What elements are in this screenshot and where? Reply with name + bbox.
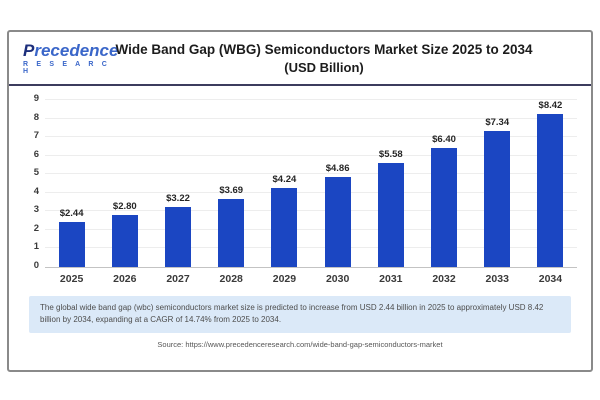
precedence-research-logo: Precedence R E S E A R C H [19, 40, 119, 75]
bar-value-label: $3.22 [166, 193, 190, 205]
logo-brand-text: Precedence [23, 40, 119, 60]
x-tick-label: 2034 [538, 273, 563, 285]
y-tick-label: 2 [33, 222, 39, 234]
source-line: Source: https://www.precedenceresearch.c… [157, 339, 443, 349]
summary-note: The global wide band gap (wbc) semicondu… [29, 296, 571, 333]
x-tick-label: 2028 [219, 273, 243, 285]
bar-value-label: $3.69 [219, 184, 244, 196]
x-tick-label: 2025 [59, 273, 84, 285]
bar-value-label: $2.44 [59, 207, 84, 219]
bar [377, 163, 404, 267]
bar-column: $8.42 [524, 100, 577, 267]
gridline [45, 191, 577, 193]
bar-value-label: $6.40 [432, 134, 456, 146]
x-axis-labels: 2025 2026 2027 2028 2029 2030 2031 2032 2033 2034 [45, 273, 577, 285]
y-tick-label: 4 [33, 185, 39, 197]
x-tick-label: 2032 [432, 273, 456, 285]
gridline [45, 99, 577, 100]
bar-column: $6.40 [417, 100, 470, 267]
bar-value-label: $8.42 [538, 100, 563, 111]
y-tick-label: 9 [33, 93, 39, 104]
chart-title-block: Wide Band Gap (WBG) Semiconductors Marke… [115, 42, 581, 75]
y-tick-label: 5 [33, 167, 39, 179]
bar-column: $4.86 [311, 100, 364, 267]
x-tick-label: 2033 [485, 273, 509, 285]
gridline [45, 136, 577, 138]
bar-column: $4.24 [258, 100, 311, 267]
gridline [45, 154, 577, 156]
chart-title: Wide Band Gap (WBG) Semiconductors Marke… [115, 41, 533, 57]
gridline [45, 173, 577, 175]
x-tick-label: 2026 [113, 273, 137, 285]
bar [537, 114, 564, 267]
logo-sub-text: R E S E A R C H [23, 60, 110, 75]
y-tick-label: 3 [33, 204, 39, 216]
bar [484, 130, 511, 267]
x-tick-label: 2030 [325, 273, 350, 285]
bar-value-label: $7.34 [485, 116, 510, 128]
y-tick-label: 6 [33, 148, 39, 160]
card-header: Precedence R E S E A R C H Wide Band Gap… [9, 32, 591, 86]
plot-area: $2.44 $2.80 $3.22 $3.69 $4.24 $4.86 $5.58 $6.40… [34, 93, 577, 271]
bar-chart: $2.44 $2.80 $3.22 $3.69 $4.24 $4.86 $5.58 $6.40… [23, 93, 577, 285]
bar-value-label: $4.86 [325, 162, 350, 174]
bar [324, 176, 351, 267]
gridline [45, 117, 577, 119]
x-tick-label: 2027 [166, 273, 190, 285]
bar [271, 188, 298, 267]
bar-column: $3.22 [151, 100, 204, 267]
chart-subtitle: (USD Billion) [284, 59, 364, 75]
bar [58, 221, 85, 267]
bar-value-label: $4.24 [272, 174, 297, 186]
y-tick-label: 0 [33, 260, 39, 271]
bar [111, 215, 138, 267]
gridline [45, 210, 577, 212]
bar-column: $3.69 [205, 100, 258, 267]
y-tick-label: 7 [33, 130, 39, 142]
bar [165, 207, 191, 267]
chart-card: Precedence R E S E A R C H Wide Band Gap… [7, 30, 593, 372]
bar [431, 148, 458, 267]
bar-value-label: $5.58 [378, 149, 403, 161]
y-tick-label: 8 [33, 111, 39, 123]
x-tick-label: 2031 [379, 273, 403, 285]
x-tick-label: 2029 [272, 273, 297, 285]
bar-column: $5.58 [364, 100, 417, 267]
bar-column: $2.80 [98, 100, 151, 267]
bar-value-label: $2.80 [112, 201, 137, 213]
bar-column: $7.34 [471, 100, 524, 267]
bar [218, 198, 245, 267]
y-tick-label: 1 [33, 241, 39, 253]
bars-container: $2.44 $2.80 $3.22 $3.69 $4.24 $4.86 $5.58 $6.40… [45, 100, 577, 267]
gridline [45, 228, 577, 230]
gridline [45, 247, 577, 249]
bar-column: $2.44 [45, 100, 98, 267]
